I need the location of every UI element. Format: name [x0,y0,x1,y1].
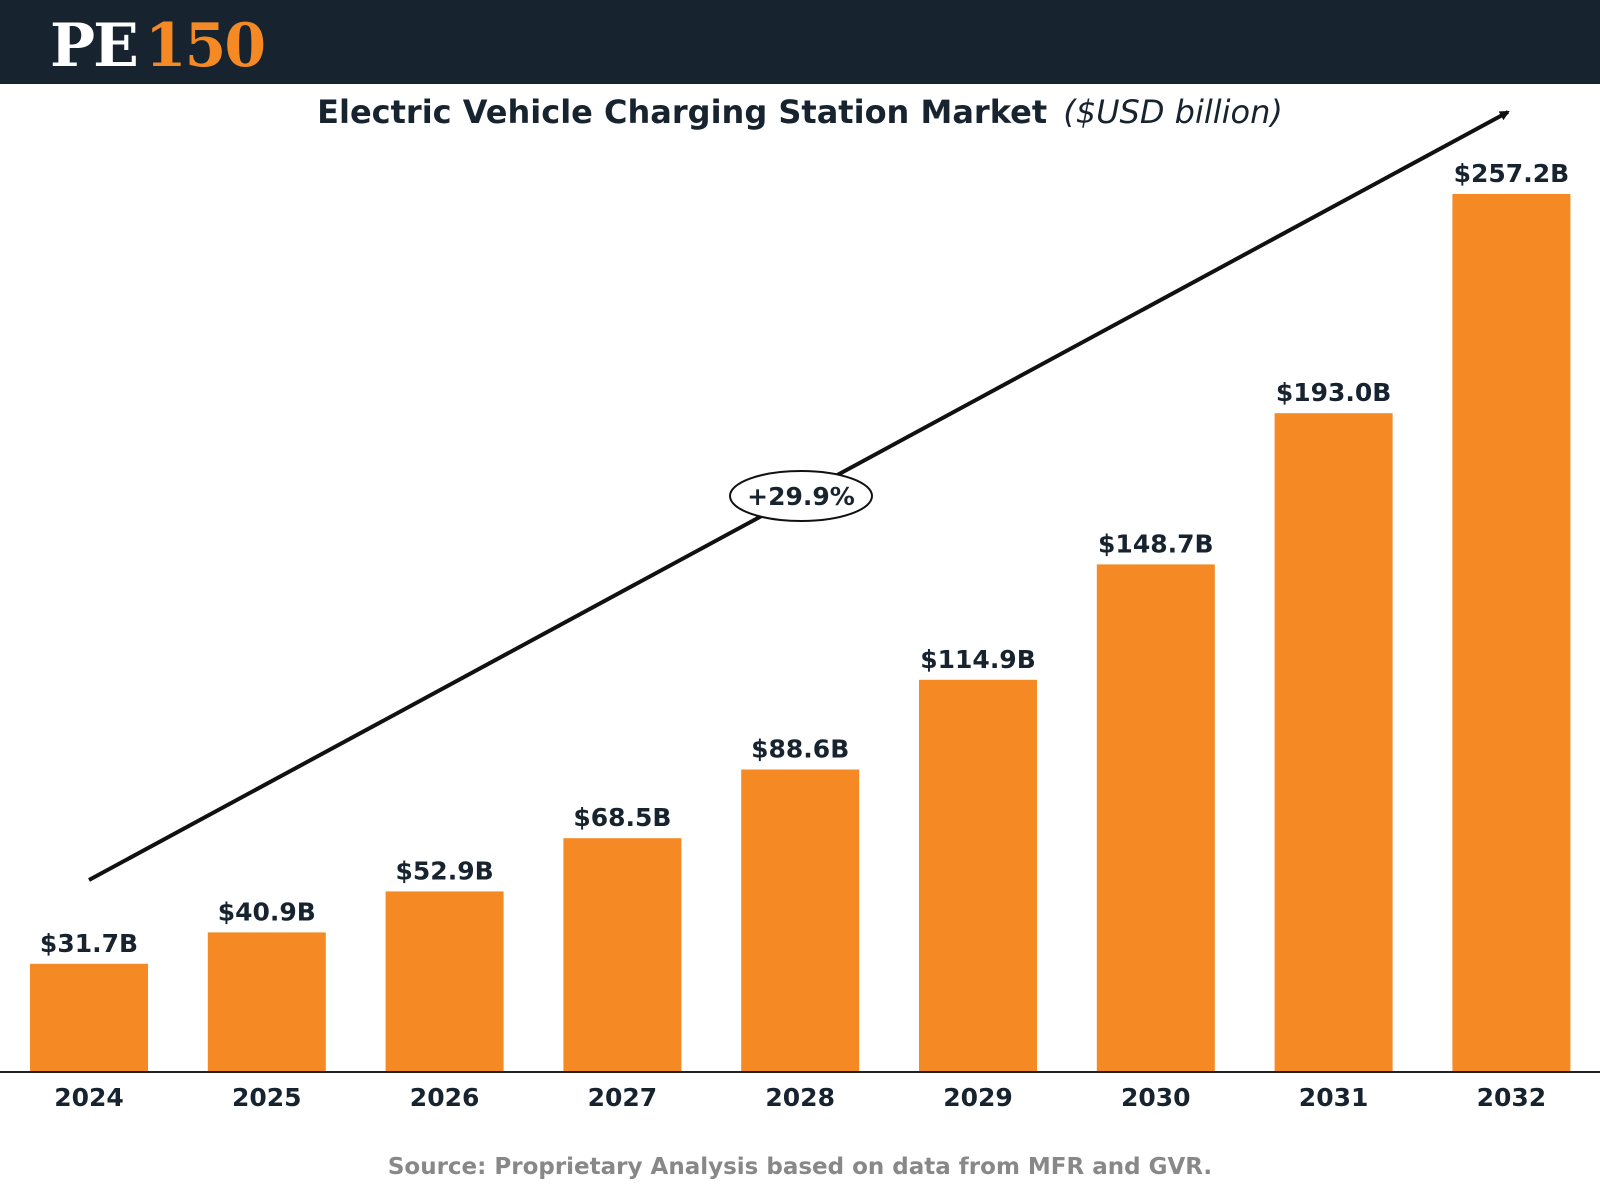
pe150-logo: PE 150 [50,6,266,86]
source-note: Source: Proprietary Analysis based on da… [387,1154,1213,1180]
logo-number-text: 150 [144,11,266,81]
growth-annotation-label: +29.9% [747,482,855,511]
year-label-2025: 2025 [232,1083,302,1112]
year-label-2028: 2028 [765,1083,835,1112]
year-label-2026: 2026 [410,1083,480,1112]
bars-group [30,194,1571,1072]
year-label-2027: 2027 [588,1083,658,1112]
year-label-2032: 2032 [1477,1083,1547,1112]
bar-2025 [207,932,326,1072]
year-label-2024: 2024 [54,1083,124,1112]
value-label-2025: $40.9B [218,897,316,926]
bar-2027 [563,838,682,1072]
growth-annotation: +29.9% [729,470,873,522]
value-label-2024: $31.7B [40,929,138,958]
value-label-2026: $52.9B [396,856,494,885]
bar-2032 [1452,194,1571,1072]
value-label-2027: $68.5B [573,803,671,832]
chart-title-main: Electric Vehicle Charging Station Market [317,93,1048,131]
bar-2026 [385,891,504,1072]
bar-2028 [741,769,860,1072]
year-label-2030: 2030 [1121,1083,1191,1112]
logo-pe-text: PE [50,11,139,81]
value-label-2032: $257.2B [1454,159,1570,188]
chart-title-unit: ($USD billion) [1063,93,1283,131]
value-label-2028: $88.6B [751,735,849,764]
growth-annotation-ellipse [729,470,873,522]
year-label-2031: 2031 [1299,1083,1369,1112]
bar-2024 [30,963,148,1072]
value-label-2030: $148.7B [1098,529,1214,558]
value-label-2029: $114.9B [920,645,1036,674]
year-label-2029: 2029 [943,1083,1013,1112]
bar-2029 [919,679,1037,1072]
value-label-2031: $193.0B [1276,378,1392,407]
bar-2030 [1096,564,1215,1072]
bar-2031 [1274,413,1393,1072]
header-bar: PE 150 [0,0,1600,84]
year-labels-group: 2024 2025 2026 2027 2028 2029 2030 2031 2032 [54,1083,1546,1112]
chart-title: Electric Vehicle Charging Station Market… [0,88,1600,136]
value-labels-group: $31.7B $40.9B $52.9B $68.5B $88.6B $114.9B $14… [40,159,1569,958]
